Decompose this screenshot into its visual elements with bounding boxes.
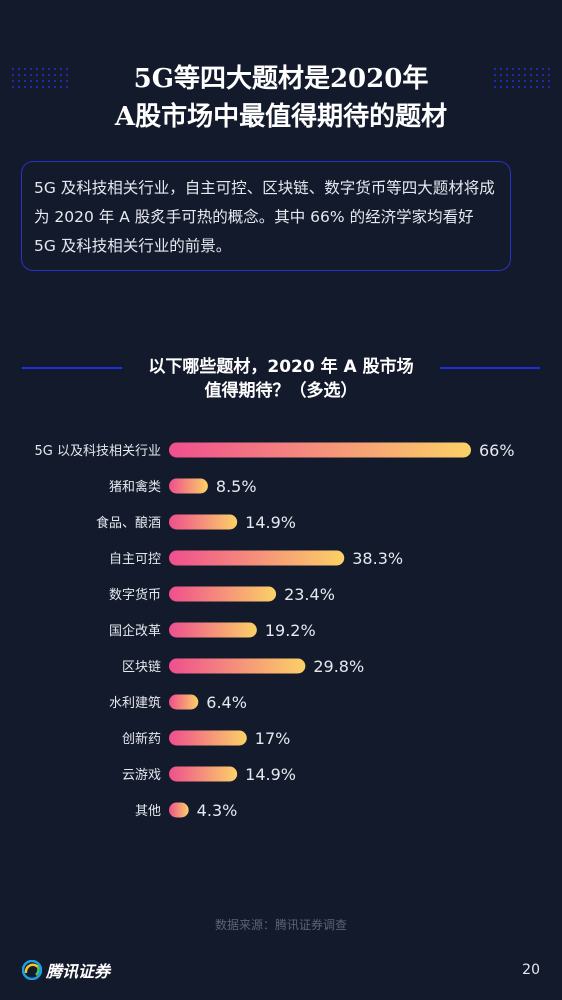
- value-label: 19.2%: [265, 621, 316, 640]
- value-label: 4.3%: [197, 801, 238, 820]
- title-line-2: A股市场中最值得期待的题材: [114, 102, 448, 132]
- bar: [169, 766, 238, 782]
- data-source: 数据来源：腾讯证券调查: [214, 918, 347, 932]
- value-label: 14.9%: [245, 765, 296, 784]
- value-label: 29.8%: [313, 657, 364, 676]
- page-title: 5G等四大题材是2020年 A股市场中最值得期待的题材: [0, 60, 562, 136]
- category-label: 数字货币: [109, 587, 161, 603]
- decorative-dots-right: [492, 66, 552, 90]
- value-label: 17%: [255, 729, 291, 748]
- intro-text: 5G 及科技相关行业，自主可控、区块链、数字货币等四大题材将成为 2020 年 …: [34, 179, 495, 255]
- category-label: 国企改革: [109, 623, 161, 639]
- value-label: 6.4%: [206, 693, 247, 712]
- bar: [169, 586, 277, 602]
- bar: [169, 730, 247, 746]
- category-label: 水利建筑: [109, 695, 161, 711]
- logo-text: 腾讯证券: [46, 962, 111, 981]
- value-label: 38.3%: [352, 549, 403, 568]
- logo: 腾讯证券: [22, 958, 110, 982]
- chart-question: 以下哪些题材，2020 年 A 股市场 值得期待？（多选）: [0, 355, 562, 403]
- category-label: 5G 以及科技相关行业: [35, 444, 161, 459]
- decorative-dots-left: [10, 66, 70, 90]
- category-label: 猪和禽类: [109, 479, 161, 495]
- value-label: 8.5%: [216, 477, 257, 496]
- bar: [169, 622, 257, 638]
- question-line-1: 以下哪些题材，2020 年 A 股市场: [148, 357, 414, 377]
- intro-box: 5G 及科技相关行业，自主可控、区块链、数字货币等四大题材将成为 2020 年 …: [21, 161, 511, 271]
- bar: [169, 478, 208, 494]
- value-label: 66%: [479, 441, 515, 460]
- category-label: 食品、酿酒: [96, 515, 161, 531]
- question-divider-right: [440, 367, 540, 369]
- category-label: 其他: [135, 804, 161, 819]
- title-line-1: 5G等四大题材是2020年: [133, 64, 429, 94]
- bar: [169, 514, 238, 530]
- bar: [169, 658, 306, 674]
- bar: [169, 442, 471, 458]
- bar: [169, 694, 199, 710]
- value-label: 23.4%: [284, 585, 335, 604]
- bar-chart: 5G 以及科技相关行业 66% 猪和禽类 8.5% 食品、酿酒 14.9% 自主可控 38.3…: [35, 441, 515, 820]
- value-label: 14.9%: [245, 513, 296, 532]
- question-divider-left: [22, 367, 122, 369]
- page-number: 20: [522, 962, 540, 978]
- category-label: 区块链: [122, 660, 161, 675]
- bar: [169, 802, 189, 818]
- tencent-securities-logo-icon: [22, 960, 42, 980]
- category-label: 自主可控: [109, 552, 161, 567]
- bar: [169, 550, 345, 566]
- question-line-2: 值得期待？（多选）: [204, 381, 358, 401]
- category-label: 创新药: [122, 731, 161, 747]
- category-label: 云游戏: [122, 768, 161, 783]
